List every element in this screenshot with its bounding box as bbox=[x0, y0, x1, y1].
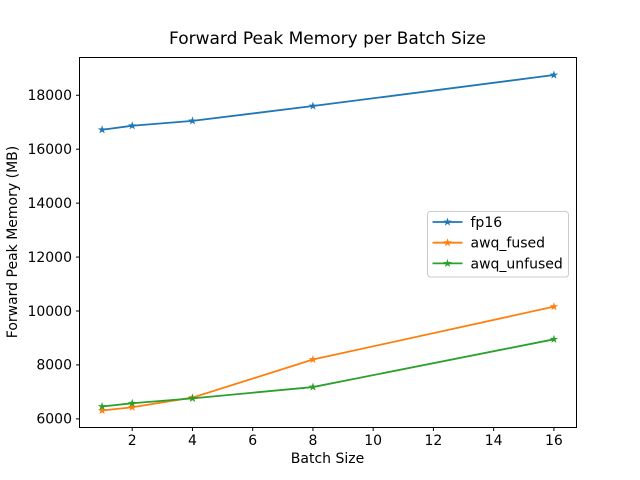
data-point-fp16 bbox=[549, 70, 559, 79]
data-point-awq_unfused bbox=[308, 382, 318, 391]
data-point-fp16 bbox=[308, 101, 318, 110]
data-point-awq_fused bbox=[308, 355, 318, 364]
x-tick-label: 8 bbox=[308, 433, 317, 449]
data-point-fp16 bbox=[188, 116, 197, 125]
y-tick-label: 12000 bbox=[27, 250, 72, 266]
x-tick-label: 16 bbox=[545, 433, 563, 449]
data-point-fp16 bbox=[127, 121, 137, 130]
x-tick-label: 14 bbox=[485, 433, 503, 449]
y-tick-label: 18000 bbox=[27, 88, 72, 104]
legend-label-awq_unfused: awq_unfused bbox=[471, 256, 563, 272]
x-tick-label: 2 bbox=[128, 433, 137, 449]
x-axis-label: Batch Size bbox=[290, 451, 365, 467]
data-point-awq_unfused bbox=[97, 401, 107, 411]
legend-label-awq_fused: awq_fused bbox=[471, 236, 546, 252]
y-tick-label: 10000 bbox=[27, 304, 72, 320]
data-point-awq_unfused bbox=[127, 398, 137, 407]
data-point-awq_fused bbox=[549, 302, 559, 311]
x-tick-label: 12 bbox=[425, 433, 443, 449]
legend-star-icon bbox=[443, 217, 452, 226]
y-tick-label: 6000 bbox=[36, 412, 72, 428]
y-tick-label: 16000 bbox=[27, 142, 72, 158]
series-line-fp16 bbox=[101, 74, 555, 131]
data-point-awq_unfused bbox=[549, 334, 559, 343]
series-line-awq_fused bbox=[101, 305, 555, 412]
data-point-awq_unfused bbox=[188, 393, 197, 403]
legend-star-icon bbox=[443, 258, 452, 268]
y-tick-label: 8000 bbox=[36, 358, 72, 374]
axes-frame bbox=[79, 57, 577, 428]
data-point-fp16 bbox=[97, 125, 107, 134]
legend-star-icon bbox=[443, 238, 452, 247]
legend-box bbox=[427, 211, 569, 278]
series-line-awq_unfused bbox=[101, 338, 555, 408]
x-tick-label: 6 bbox=[248, 433, 257, 449]
legend-label-fp16: fp16 bbox=[471, 215, 503, 231]
x-tick-label: 4 bbox=[188, 433, 197, 449]
data-point-awq_fused bbox=[97, 406, 107, 415]
data-point-awq_fused bbox=[127, 402, 137, 411]
chart-title: Forward Peak Memory per Batch Size bbox=[169, 29, 486, 49]
x-tick-label: 10 bbox=[364, 433, 382, 449]
y-tick-label: 14000 bbox=[27, 196, 72, 212]
